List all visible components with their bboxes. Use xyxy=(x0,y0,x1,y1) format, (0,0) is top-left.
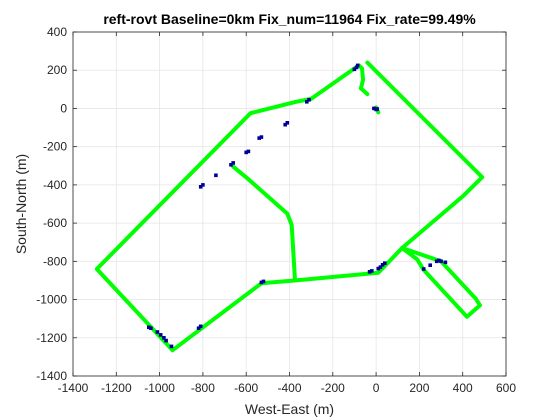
float-point xyxy=(229,163,233,167)
float-point xyxy=(434,259,439,264)
float-point xyxy=(198,324,203,329)
float-point xyxy=(305,100,309,104)
x-tick-label: -800 xyxy=(191,381,215,395)
y-axis-ticks: -1400 -1200 -1000 -800 -600 -400 -200 0 200 400 xyxy=(36,25,506,383)
x-tick-label: -200 xyxy=(321,381,345,395)
y-tick-label: -1400 xyxy=(36,369,67,383)
x-tick-label: 600 xyxy=(496,381,516,395)
fix-track-segment xyxy=(170,60,485,353)
y-tick-label: -1000 xyxy=(36,293,67,307)
y-tick-label: 400 xyxy=(47,25,67,39)
float-point xyxy=(428,263,432,267)
float-point xyxy=(375,107,379,111)
float-point xyxy=(162,336,166,340)
x-tick-label: -1400 xyxy=(58,381,89,395)
float-point xyxy=(370,269,374,273)
fix-track-segment xyxy=(231,164,297,281)
float-point xyxy=(367,270,372,274)
float-point xyxy=(354,65,359,70)
y-tick-label: -600 xyxy=(43,216,67,230)
x-tick-label: -400 xyxy=(277,381,301,395)
float-point xyxy=(437,258,441,263)
float-point xyxy=(164,338,168,343)
float-point xyxy=(352,67,357,72)
x-axis-ticks: -1400 -1200 -1000 -800 -600 -400 -200 0 200 400 60… xyxy=(58,32,516,395)
float-point xyxy=(307,98,311,102)
fix-track-segment xyxy=(400,246,482,319)
float-point xyxy=(378,265,383,269)
float-point xyxy=(259,280,264,285)
float-point xyxy=(421,267,426,271)
float-point xyxy=(149,326,153,330)
x-tick-label: -600 xyxy=(234,381,258,395)
y-tick-label: -200 xyxy=(43,140,67,154)
float-point xyxy=(257,136,261,140)
float-point xyxy=(439,259,443,264)
float-point xyxy=(158,333,163,337)
float-point xyxy=(196,326,201,330)
float-point xyxy=(246,149,251,154)
x-tick-label: 200 xyxy=(409,381,429,395)
y-tick-label: 0 xyxy=(60,101,67,115)
x-tick-label: -1000 xyxy=(144,381,175,395)
float-point xyxy=(285,121,290,125)
float-point xyxy=(231,161,235,165)
float-point xyxy=(155,330,160,334)
float-point xyxy=(443,260,448,265)
float-point xyxy=(355,63,360,68)
y-axis-label: South-North (m) xyxy=(13,154,29,254)
data-layer xyxy=(94,60,485,353)
float-point xyxy=(147,325,151,330)
y-tick-label: -400 xyxy=(43,178,67,192)
y-tick-label: -1200 xyxy=(36,331,67,345)
y-tick-label: 200 xyxy=(47,63,67,77)
float-point xyxy=(169,344,174,349)
float-point xyxy=(214,173,218,178)
y-tick-label: -800 xyxy=(43,254,67,268)
float-point xyxy=(198,185,203,189)
fix-track-segment xyxy=(94,63,370,353)
float-point xyxy=(201,183,205,187)
float-point xyxy=(383,261,387,265)
float-point xyxy=(244,150,248,155)
x-tick-label: 0 xyxy=(373,381,380,395)
float-point xyxy=(376,266,381,271)
float-point xyxy=(283,122,287,127)
float-point xyxy=(372,106,376,111)
x-tick-label: 400 xyxy=(453,381,473,395)
float-point xyxy=(259,135,264,139)
x-tick-label: -1200 xyxy=(101,381,132,395)
float-point xyxy=(261,279,266,284)
chart-title: reft-rovt Baseline=0km Fix_num=11964 Fix… xyxy=(103,11,476,27)
float-point xyxy=(380,263,385,267)
x-axis-label: West-East (m) xyxy=(245,401,334,417)
